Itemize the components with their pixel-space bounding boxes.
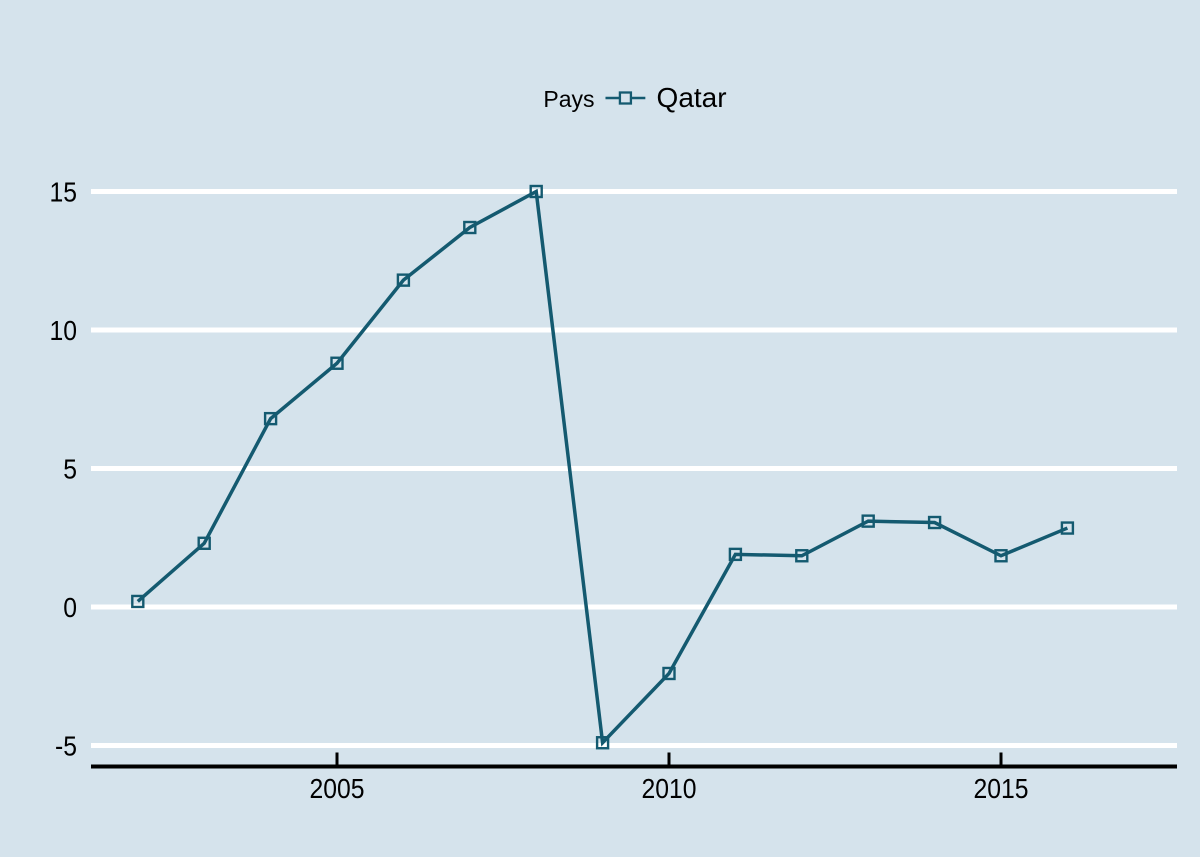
legend-title: Pays [543, 86, 595, 112]
y-tick-label--5: -5 [55, 731, 77, 762]
y-tick-label-5: 5 [63, 454, 77, 485]
data-point-marker-2005 [330, 356, 344, 370]
data-point-marker-2016 [1060, 521, 1075, 535]
data-point-marker-2015 [994, 549, 1008, 563]
data-point-marker-2003 [197, 536, 211, 550]
series-line-qatar [136, 188, 1069, 747]
data-point-marker-2004 [263, 411, 278, 426]
data-point-marker-2011 [728, 547, 743, 562]
data-point-marker-2014 [927, 515, 942, 530]
data-point-marker-2002 [131, 594, 145, 609]
y-tick-label-10: 10 [50, 315, 78, 346]
data-point-marker-2009 [595, 736, 610, 750]
data-point-marker-2008 [529, 184, 543, 199]
data-point-marker-2012 [795, 549, 809, 563]
y-tick-label-0: 0 [63, 592, 77, 623]
x-tick-label-2005: 2005 [310, 773, 365, 804]
data-point-marker-2010 [662, 666, 676, 681]
y-tick-label-15: 15 [50, 177, 78, 208]
data-point-marker-2006 [396, 273, 411, 287]
legend-marker-icon [605, 91, 646, 105]
legend: Pays Qatar [543, 84, 726, 112]
x-tick-label-2010: 2010 [642, 773, 697, 804]
x-tick-label-2015: 2015 [974, 773, 1029, 804]
data-point-marker-2013 [861, 514, 875, 528]
legend-series-label: Qatar [656, 82, 727, 113]
data-point-marker-2007 [463, 220, 477, 235]
